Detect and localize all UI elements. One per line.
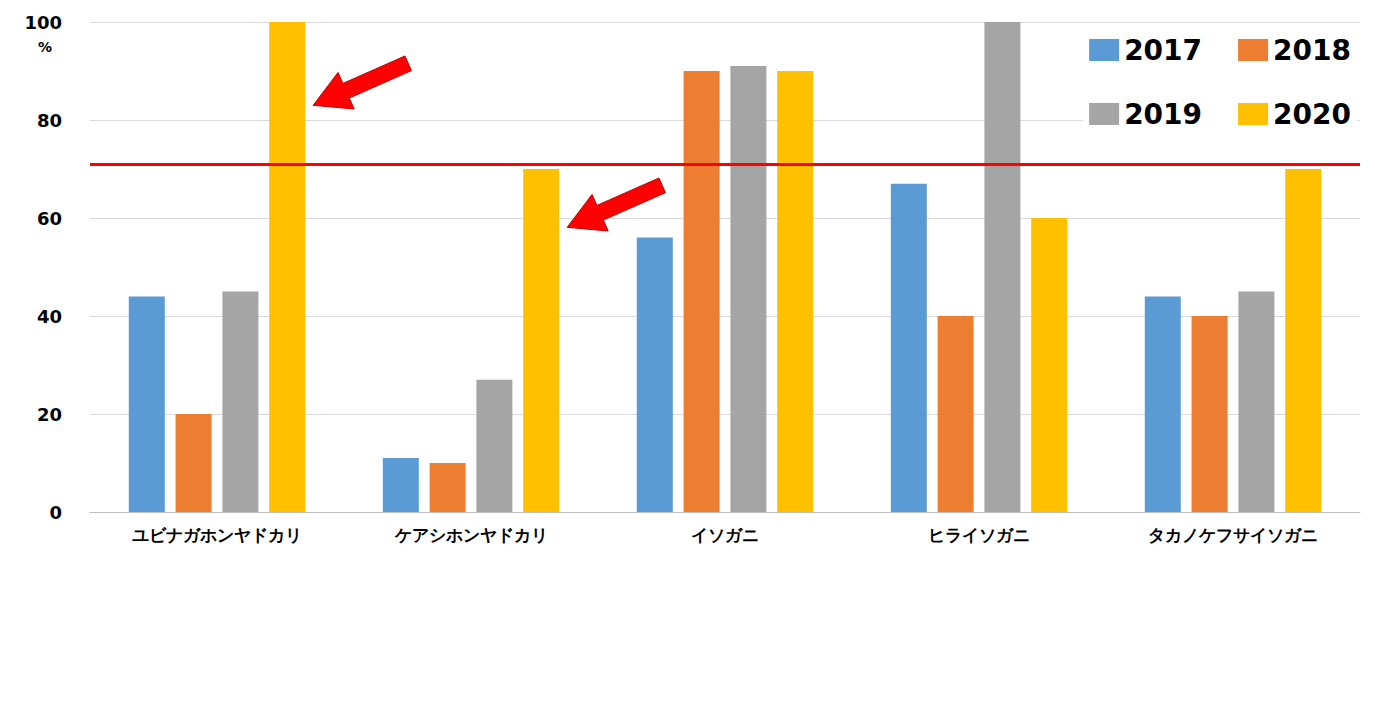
- svg-text:40: 40: [37, 306, 62, 327]
- svg-text:100: 100: [24, 12, 62, 33]
- svg-text:%: %: [38, 39, 52, 55]
- svg-text:20: 20: [37, 404, 62, 425]
- svg-text:80: 80: [37, 110, 62, 131]
- svg-text:2019: 2019: [1124, 98, 1202, 131]
- svg-text:2017: 2017: [1124, 34, 1202, 67]
- svg-text:2020: 2020: [1273, 98, 1351, 131]
- svg-text:60: 60: [37, 208, 62, 229]
- svg-text:ヒライソガニ: ヒライソガニ: [928, 525, 1030, 545]
- svg-text:イソガニ: イソガニ: [691, 525, 759, 545]
- svg-text:ユビナガホンヤドカリ: ユビナガホンヤドカリ: [132, 525, 302, 545]
- svg-text:タカノケフサイソガニ: タカノケフサイソガニ: [1148, 525, 1318, 545]
- svg-text:ケアシホンヤドカリ: ケアシホンヤドカリ: [394, 525, 548, 545]
- svg-text:0: 0: [49, 502, 62, 523]
- svg-text:2018: 2018: [1273, 34, 1351, 67]
